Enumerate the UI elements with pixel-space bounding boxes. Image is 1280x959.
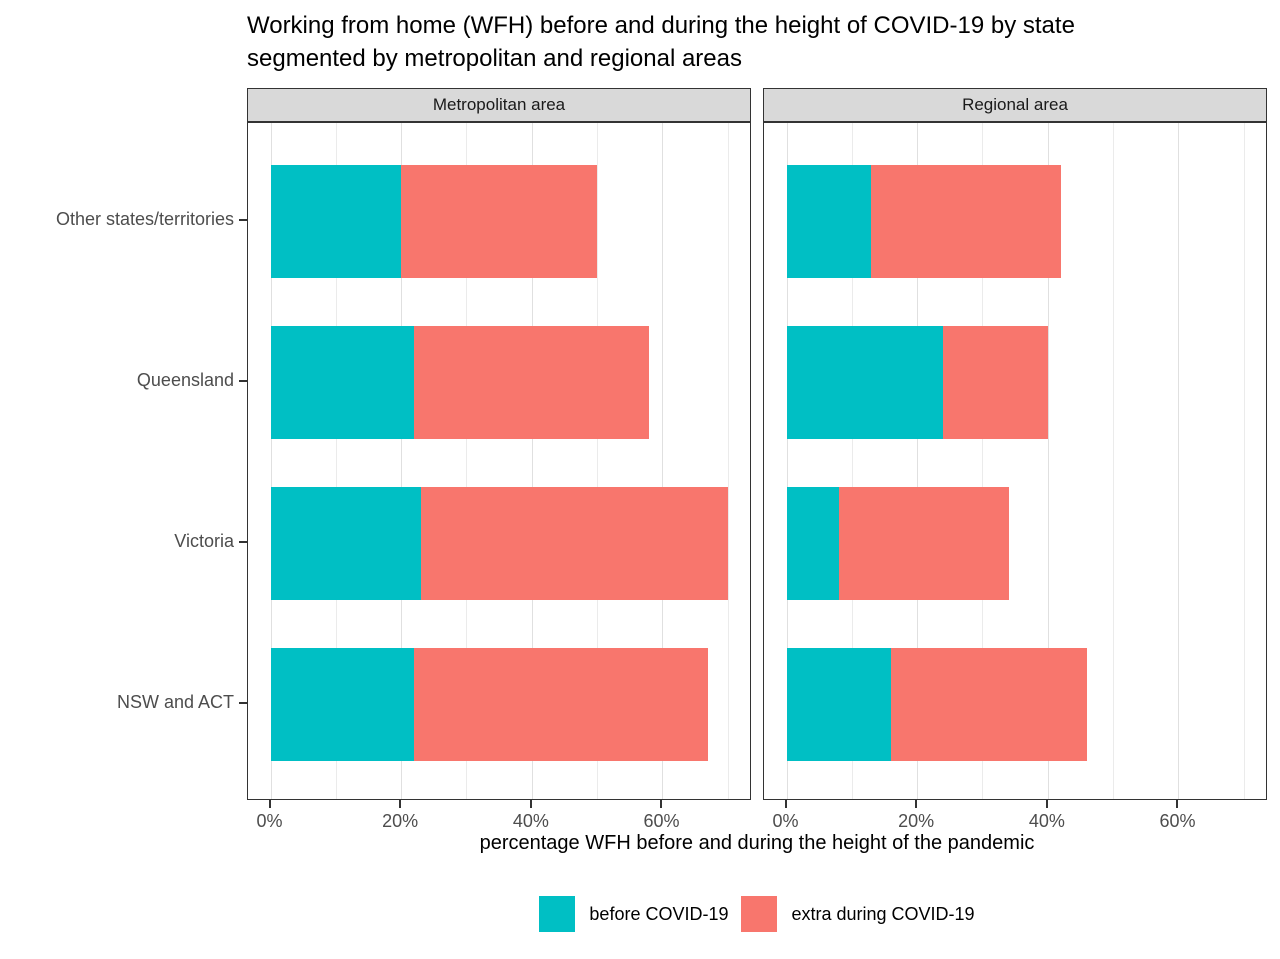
legend-swatch [741,896,778,932]
y-axis-tick [239,380,247,382]
x-axis-tick [784,800,787,808]
y-axis-category-label: Victoria [174,531,234,551]
gridline-major [662,123,664,799]
bar-segment [943,325,1048,439]
y-axis-tick [239,219,247,221]
y-axis-category-label: NSW and ACT [116,692,234,712]
bar-segment [420,486,728,600]
chart-title-line1: Working from home (WFH) before and durin… [247,12,1075,39]
y-axis-tick [239,702,247,704]
x-axis-tick [915,800,918,808]
gridline-major [270,123,272,799]
x-axis-tick [1045,800,1048,808]
gridline-minor [727,123,729,799]
bar-segment [786,325,944,439]
bar-segment [414,325,650,439]
y-axis-category-label: Other states/territories [55,209,234,229]
gridline-major [786,123,788,799]
gridline-minor [335,123,337,799]
x-axis-tick-label: 0% [256,811,283,831]
gridline-minor [1113,123,1115,799]
gridline-major [401,123,403,799]
x-axis-tick [529,800,532,808]
x-axis-tick [1176,800,1179,808]
bar-segment [270,647,415,761]
bar-segment [786,647,892,761]
x-axis-tick-label: 60% [643,811,680,831]
bar-segment [270,325,415,439]
bar-segment [786,164,872,278]
bar-segment [414,647,709,761]
gridline-minor [982,123,984,799]
bar-segment [786,486,839,600]
gridline-major [531,123,533,799]
legend-entry: extra during COVID-19 [741,896,975,932]
gridline-minor [597,123,599,799]
legend: before COVID-19 extra during COVID-19 [247,894,1267,934]
gridline-minor [1243,123,1245,799]
x-axis-tick [399,800,402,808]
legend-entry: before COVID-19 [539,896,728,932]
bar-segment [871,164,1061,278]
bar-segment [270,486,421,600]
x-axis-tick-label: 40% [1028,811,1065,831]
gridline-major [917,123,919,799]
x-axis-tick-label: 0% [772,811,799,831]
gridline-major [1047,123,1049,799]
chart-title-line2: segmented by metropolitan and regional a… [247,45,742,72]
legend-swatch [539,896,576,932]
gridline-minor [466,123,468,799]
x-axis-tick-label: 60% [1159,811,1196,831]
gridline-major [1178,123,1180,799]
panel-regional [763,122,1267,800]
x-axis-tick-label: 20% [898,811,935,831]
bar-segment [270,164,402,278]
chart-title: Working from home (WFH) before and durin… [247,9,1075,75]
x-axis-tick [660,800,663,808]
legend-label: before COVID-19 [589,903,729,924]
bar-segment [891,647,1088,761]
facet-header-regional-label: Regional area [962,95,1068,114]
gridline-minor [851,123,853,799]
x-axis-tick-label: 40% [512,811,549,831]
y-axis-tick [239,541,247,543]
y-axis-category-label: Queensland [136,370,234,390]
bar-segment [838,486,1009,600]
facet-header-metropolitan-label: Metropolitan area [432,95,566,114]
x-axis-tick [268,800,271,808]
bar-segment [401,164,598,278]
legend-label: extra during COVID-19 [791,903,975,924]
x-axis-title: percentage WFH before and during the hei… [479,832,1035,854]
x-axis-tick-label: 20% [382,811,419,831]
facet-header-regional: Regional area [763,88,1267,122]
facet-header-metropolitan: Metropolitan area [247,88,751,122]
panel-metropolitan [247,122,751,800]
